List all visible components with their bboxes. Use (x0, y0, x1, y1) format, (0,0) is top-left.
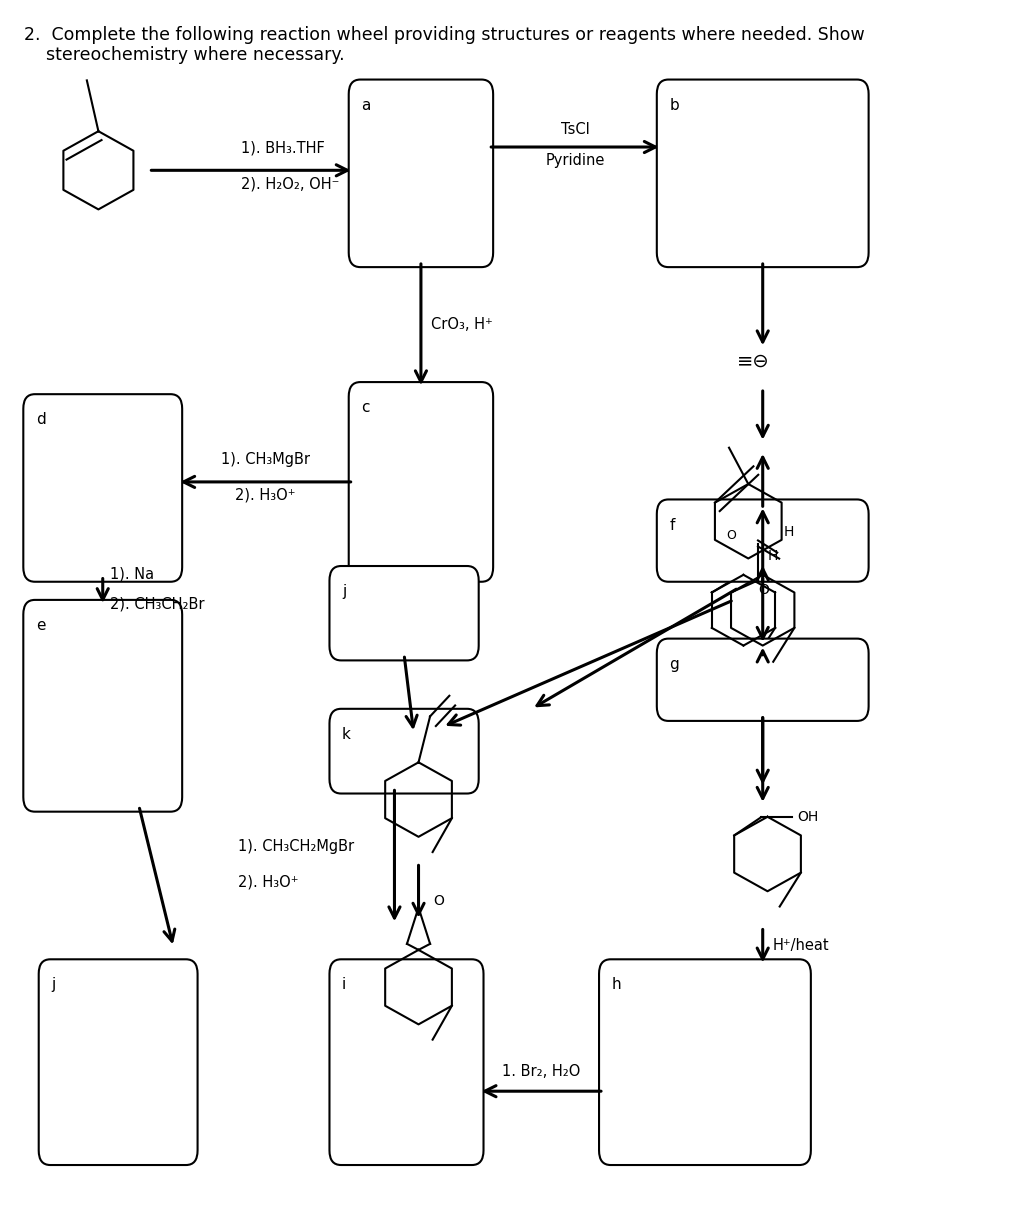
Text: 1). BH₃.THF: 1). BH₃.THF (241, 141, 325, 155)
Text: f: f (670, 518, 675, 532)
Text: 1). CH₃CH₂MgBr: 1). CH₃CH₂MgBr (238, 838, 354, 854)
FancyBboxPatch shape (39, 960, 197, 1165)
FancyBboxPatch shape (349, 80, 493, 267)
Text: e: e (36, 618, 45, 633)
Text: i: i (342, 978, 347, 993)
FancyBboxPatch shape (329, 709, 479, 793)
Text: 2). H₂O₂, OH⁻: 2). H₂O₂, OH⁻ (241, 176, 340, 191)
Text: CrO₃, H⁺: CrO₃, H⁺ (430, 317, 492, 332)
Text: O: O (727, 529, 736, 542)
Text: 2). H₃O⁺: 2). H₃O⁺ (238, 875, 298, 890)
FancyBboxPatch shape (599, 960, 811, 1165)
FancyBboxPatch shape (656, 639, 869, 721)
FancyBboxPatch shape (24, 394, 183, 581)
Text: k: k (342, 727, 351, 742)
Text: 2). CH₃CH₂Br: 2). CH₃CH₂Br (110, 597, 205, 612)
FancyBboxPatch shape (349, 382, 493, 581)
FancyBboxPatch shape (24, 600, 183, 812)
Text: 1). Na: 1). Na (110, 567, 155, 581)
Text: H: H (784, 525, 795, 539)
Text: g: g (670, 657, 679, 672)
Text: 1). CH₃MgBr: 1). CH₃MgBr (221, 453, 310, 468)
FancyBboxPatch shape (656, 80, 869, 267)
Text: O: O (433, 895, 444, 908)
Text: c: c (361, 400, 369, 415)
FancyBboxPatch shape (329, 565, 479, 661)
Text: d: d (36, 412, 45, 427)
Text: OH: OH (797, 810, 818, 824)
Text: h: h (612, 978, 621, 993)
Text: stereochemistry where necessary.: stereochemistry where necessary. (25, 45, 345, 64)
Text: H: H (768, 550, 778, 563)
FancyBboxPatch shape (329, 960, 484, 1165)
Text: Pyridine: Pyridine (545, 153, 605, 168)
Text: H⁺/heat: H⁺/heat (772, 939, 829, 953)
Text: j: j (342, 584, 347, 600)
Text: 2). H₃O⁺: 2). H₃O⁺ (235, 488, 296, 503)
Text: j: j (52, 978, 56, 993)
Text: a: a (361, 98, 370, 113)
Text: 2.  Complete the following reaction wheel providing structures or reagents where: 2. Complete the following reaction wheel… (25, 26, 865, 44)
Text: 1. Br₂, H₂O: 1. Br₂, H₂O (503, 1064, 580, 1080)
Text: b: b (670, 98, 679, 113)
Text: TsCl: TsCl (560, 122, 589, 137)
Text: ≡⊖: ≡⊖ (737, 351, 770, 371)
Text: O: O (757, 583, 769, 597)
FancyBboxPatch shape (656, 499, 869, 581)
